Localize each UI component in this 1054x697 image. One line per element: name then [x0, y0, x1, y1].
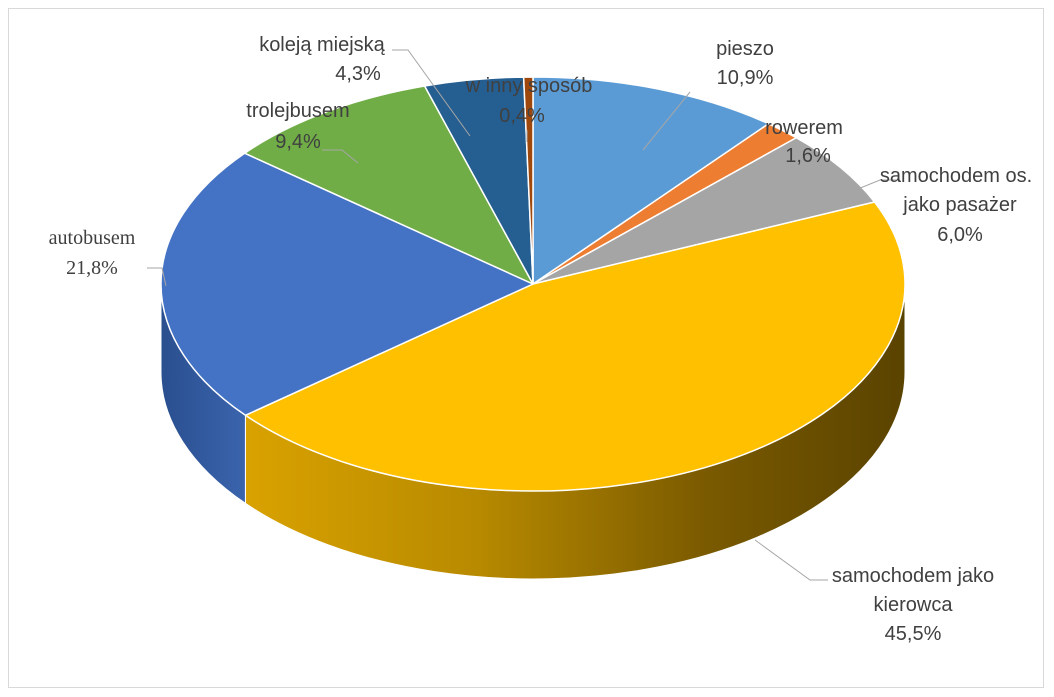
- label-trolejbusem-value: 9,4%: [275, 131, 321, 153]
- leader-lines: [147, 49, 900, 581]
- slice-samochodem-os-jako-pasazer: [532, 136, 876, 285]
- label-rowerem-name: rowerem: [765, 117, 843, 139]
- label-koleja-value: 4,3%: [335, 63, 381, 85]
- label-pieszo-name: pieszo: [716, 38, 774, 60]
- slice-w-innym-sposob: [522, 76, 534, 285]
- label-trolejbusem-name: trolejbusem: [246, 100, 349, 122]
- leader-line-7: [392, 49, 471, 137]
- label-kierowca-value: 45,5%: [885, 623, 942, 645]
- label-koleja-name: koleją miejską: [259, 34, 385, 56]
- slice-autobusem: [160, 152, 534, 417]
- label-pasazer-value: 6,0%: [937, 224, 983, 246]
- label-inny-value: 0,4%: [499, 105, 545, 127]
- leader-line-2: [756, 155, 791, 174]
- pie-slices: [160, 76, 906, 492]
- slice-pieszo: [532, 76, 770, 285]
- leader-line-4: [754, 539, 828, 581]
- label-autobusem-name: autobusem: [49, 227, 136, 249]
- leader-line-3: [842, 179, 900, 196]
- slice-samochodem-jako-kierowca: [244, 201, 906, 492]
- label-kierowca-line2: kierowca: [874, 594, 954, 616]
- label-autobusem-value: 21,8%: [66, 257, 118, 279]
- label-rowerem-value: 1,6%: [785, 145, 831, 167]
- leader-line-6: [322, 149, 359, 164]
- leader-line-5: [147, 267, 167, 287]
- label-pasazer-line2: jako pasażer: [902, 194, 1017, 216]
- label-inny-name: w inny sposób: [465, 75, 593, 97]
- label-kierowca-line1: samochodem jako: [832, 565, 994, 587]
- leader-line-1: [642, 91, 691, 151]
- slice-trolejbusem: [243, 85, 534, 285]
- label-pasazer-line1: samochodem os.: [880, 165, 1032, 187]
- label-pieszo-value: 10,9%: [717, 67, 774, 89]
